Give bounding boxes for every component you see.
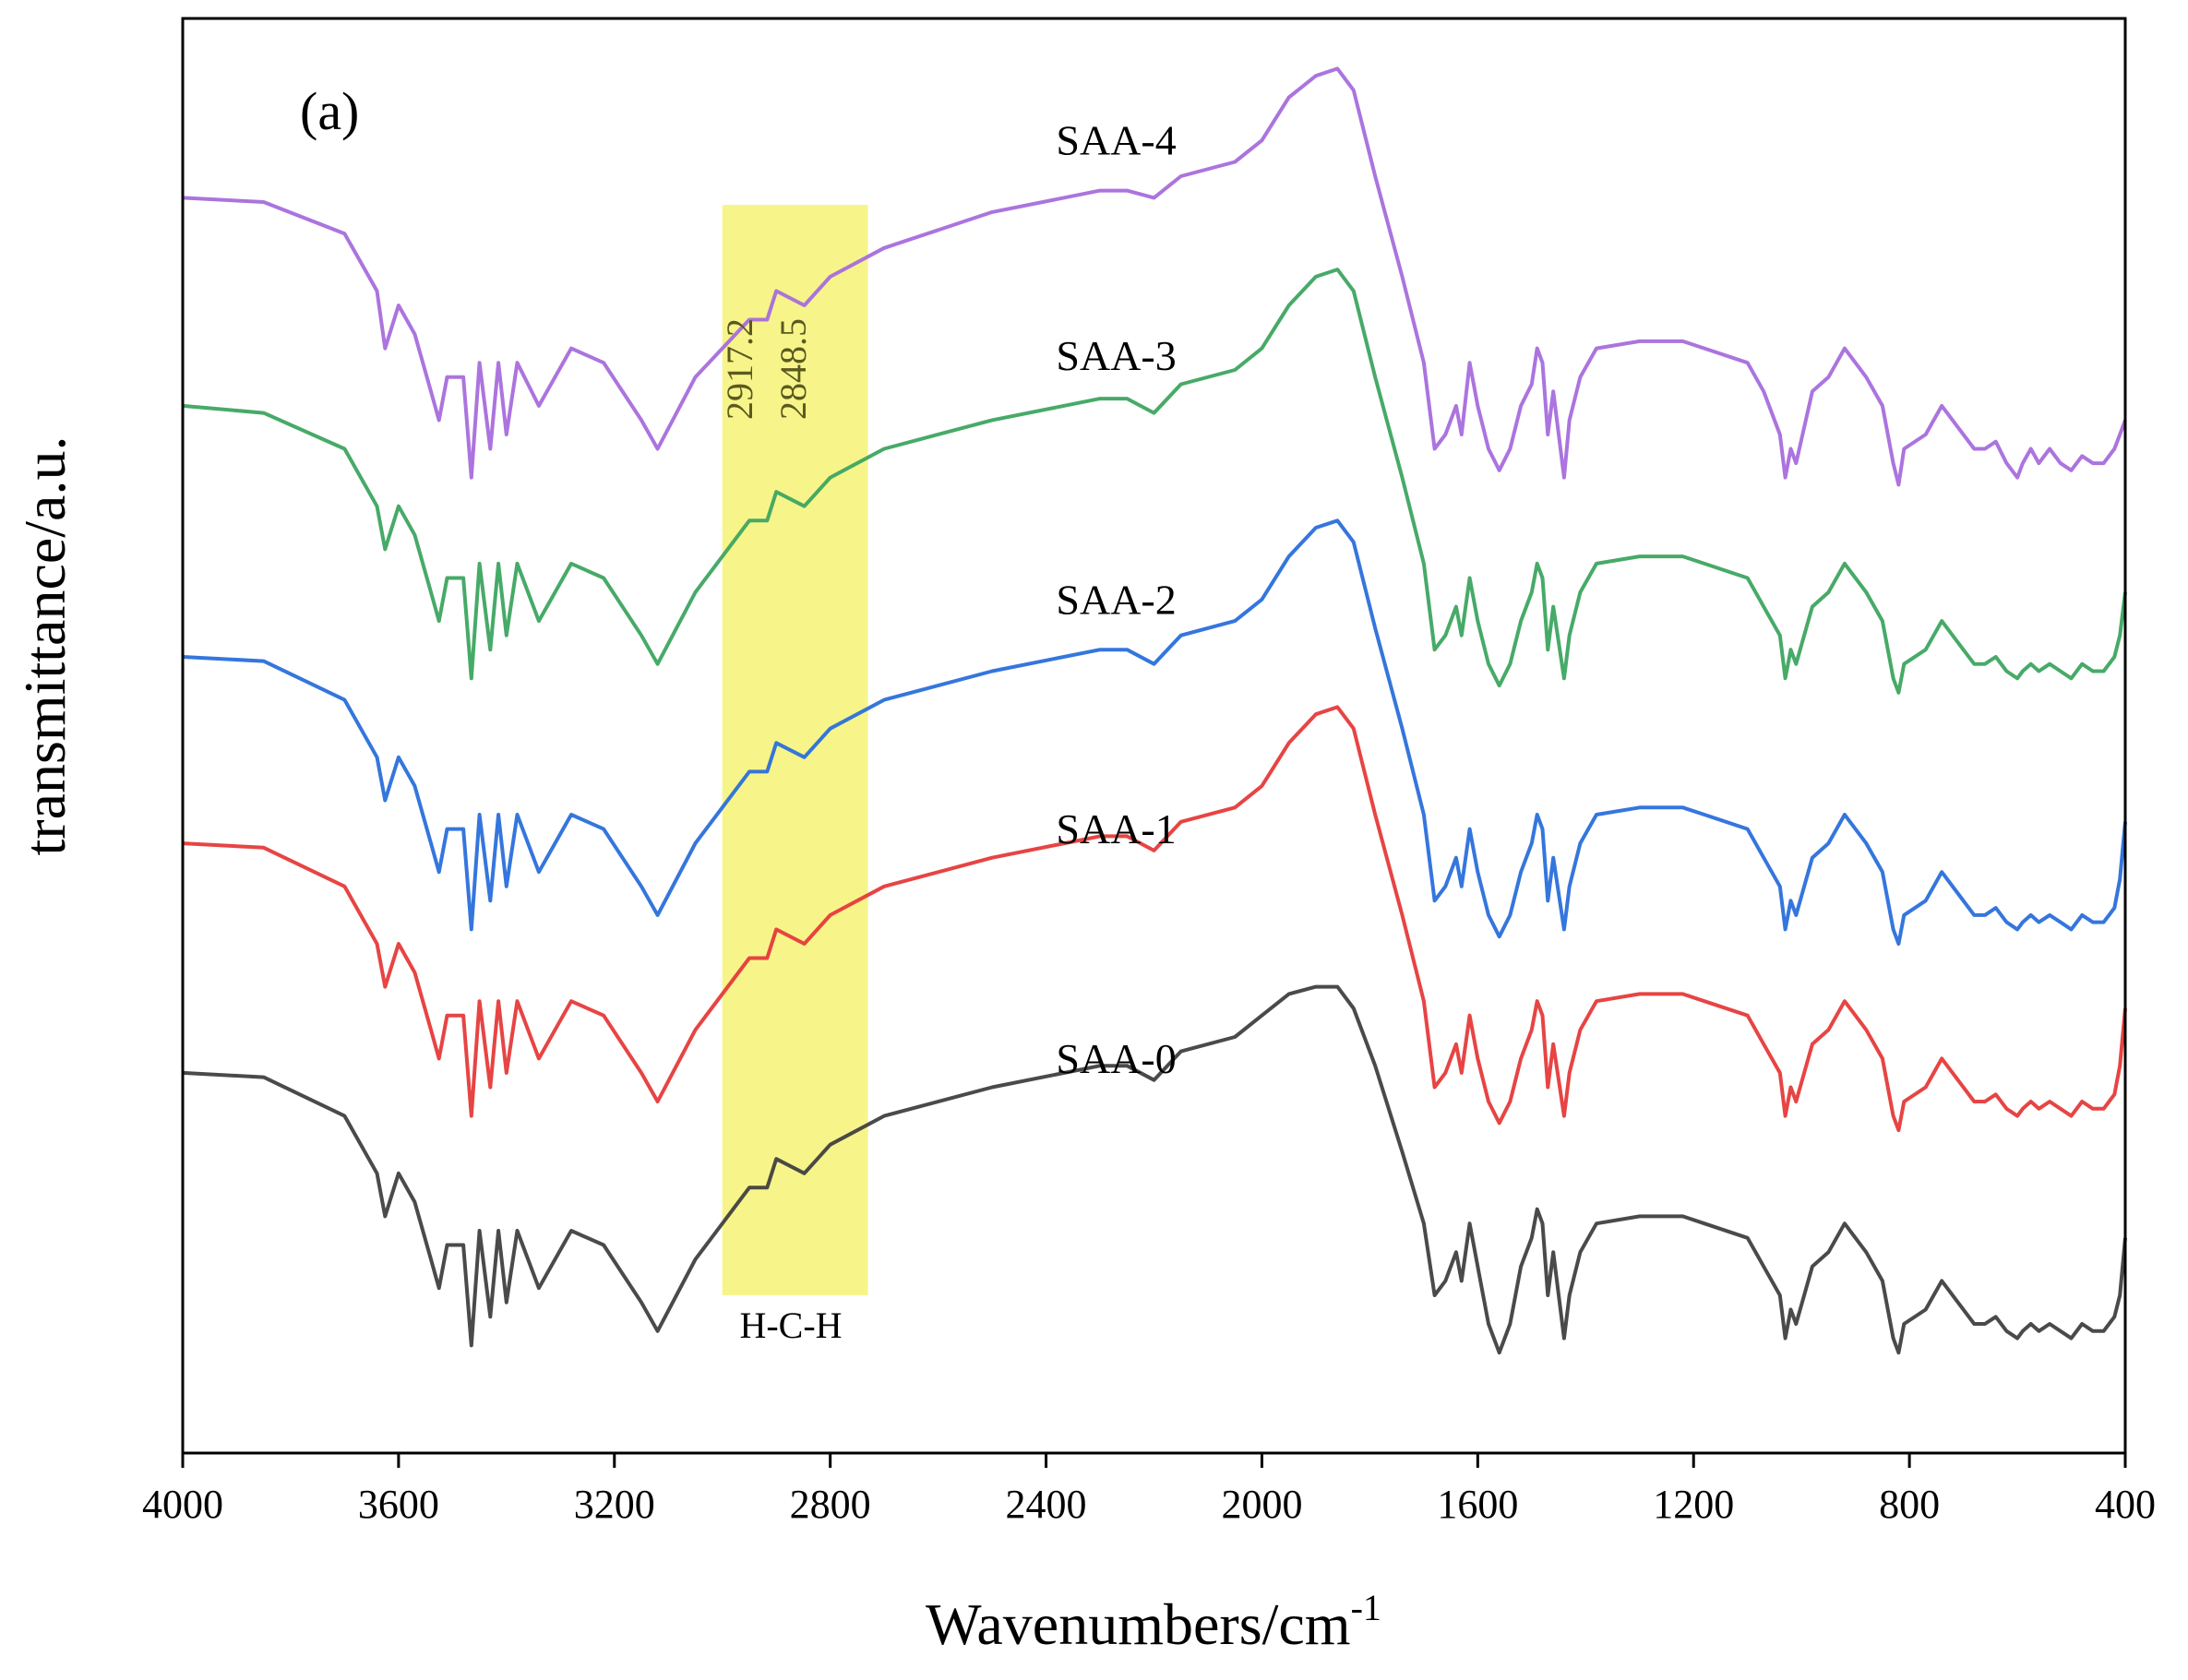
x-tick-label: 1200 (1653, 1482, 1734, 1527)
series-line-saa-4 (182, 66, 2127, 487)
panel-label: (a) (300, 81, 359, 141)
x-tick-label: 1600 (1437, 1482, 1518, 1527)
x-tick-label: 2800 (790, 1482, 871, 1527)
series-layer: SAA-4 SAA-3 SAA-2 SAA-1 SAA-0 (182, 66, 2127, 1355)
series-line-saa-3 (182, 268, 2127, 695)
x-tick-label: 3200 (574, 1482, 655, 1527)
series-line-saa-0 (182, 984, 2127, 1355)
band-label: H-C-H (739, 1305, 842, 1346)
x-axis-title: Wavenumbers/cm-1 (926, 1587, 1381, 1657)
series-label-saa-0: SAA-0 (1056, 1035, 1176, 1082)
peak-label-2917: 2917.2 (719, 318, 760, 420)
x-tick-label: 400 (2095, 1482, 2156, 1527)
series-label-saa-3: SAA-3 (1056, 332, 1176, 379)
y-axis-title: transmittance/a.u. (12, 436, 78, 856)
series-line-saa-2 (182, 518, 2127, 946)
tick-layer: 4000 3600 3200 2800 2400 2000 1600 1200 800 400 (142, 1453, 2156, 1527)
x-tick-label: 2000 (1221, 1482, 1302, 1527)
series-label-saa-2: SAA-2 (1056, 576, 1176, 623)
plot-frame (181, 17, 2127, 1455)
x-tick-label: 4000 (142, 1482, 223, 1527)
x-tick-label: 2400 (1006, 1482, 1087, 1527)
highlight-band-layer (722, 205, 868, 1295)
x-axis-title-superscript: -1 (1351, 1587, 1381, 1628)
series-label-saa-4: SAA-4 (1056, 117, 1176, 164)
series-label-saa-1: SAA-1 (1056, 805, 1176, 852)
highlight-band (722, 205, 868, 1295)
x-tick-label: 3600 (358, 1482, 439, 1527)
series-line-saa-1 (182, 705, 2127, 1133)
x-tick-label: 800 (1879, 1482, 1940, 1527)
peak-label-2848: 2848.5 (772, 318, 814, 420)
x-axis-title-text: Wavenumbers/cm (926, 1591, 1350, 1657)
